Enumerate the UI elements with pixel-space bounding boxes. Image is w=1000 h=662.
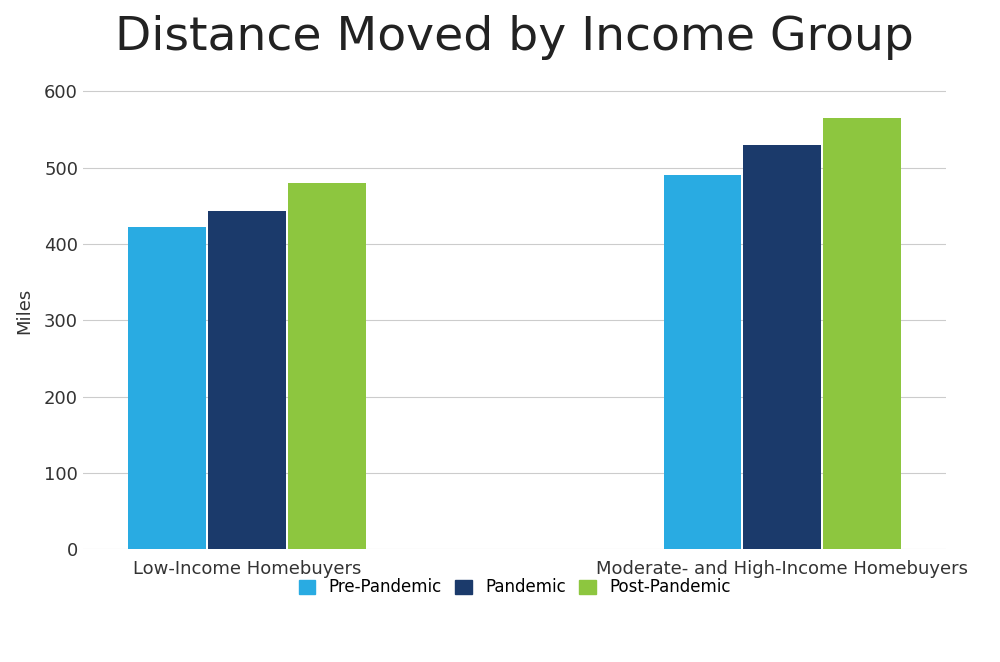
Bar: [664, 175, 741, 549]
Bar: [743, 145, 821, 549]
Bar: [823, 118, 901, 549]
Bar: [288, 183, 366, 549]
Bar: [208, 211, 286, 549]
Y-axis label: Miles: Miles: [15, 288, 33, 334]
Bar: [128, 227, 206, 549]
Legend: Pre-Pandemic, Pandemic, Post-Pandemic: Pre-Pandemic, Pandemic, Post-Pandemic: [292, 572, 737, 603]
Title: Distance Moved by Income Group: Distance Moved by Income Group: [115, 15, 914, 60]
